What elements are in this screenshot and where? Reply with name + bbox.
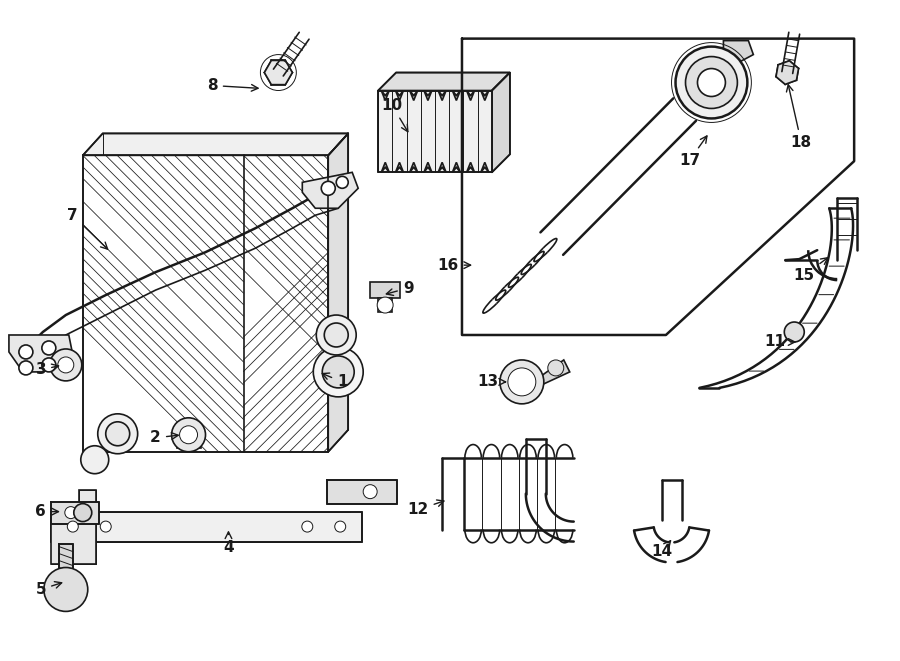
Text: 18: 18 — [787, 85, 812, 150]
Circle shape — [172, 418, 205, 451]
Polygon shape — [492, 73, 510, 173]
Bar — [83, 155, 328, 451]
Polygon shape — [466, 91, 474, 100]
Circle shape — [784, 322, 805, 342]
Text: 8: 8 — [207, 78, 258, 93]
Text: 11: 11 — [764, 334, 795, 350]
Circle shape — [44, 568, 88, 611]
Polygon shape — [302, 173, 358, 208]
Circle shape — [42, 341, 56, 355]
Polygon shape — [438, 163, 446, 173]
Circle shape — [686, 57, 737, 108]
Polygon shape — [328, 480, 397, 504]
Text: 5: 5 — [35, 582, 62, 597]
Text: 4: 4 — [223, 532, 234, 555]
Circle shape — [335, 521, 346, 532]
Circle shape — [58, 357, 74, 373]
Polygon shape — [481, 163, 489, 173]
Circle shape — [508, 368, 536, 396]
Polygon shape — [9, 335, 73, 372]
Polygon shape — [481, 91, 489, 100]
Polygon shape — [83, 134, 348, 155]
Circle shape — [676, 46, 747, 118]
Polygon shape — [453, 91, 461, 100]
Circle shape — [500, 360, 544, 404]
Polygon shape — [50, 512, 362, 541]
Polygon shape — [395, 163, 403, 173]
Polygon shape — [378, 73, 510, 91]
Circle shape — [42, 358, 56, 372]
Circle shape — [50, 349, 82, 381]
Circle shape — [105, 422, 130, 446]
Circle shape — [74, 504, 92, 522]
Polygon shape — [382, 163, 390, 173]
Circle shape — [364, 485, 377, 498]
Circle shape — [337, 176, 348, 188]
Polygon shape — [395, 91, 403, 100]
Text: 7: 7 — [68, 208, 108, 249]
Circle shape — [65, 506, 76, 519]
Circle shape — [81, 446, 109, 474]
Circle shape — [377, 297, 393, 313]
Text: 16: 16 — [437, 258, 471, 272]
Polygon shape — [265, 60, 292, 85]
Bar — [83, 155, 328, 451]
Circle shape — [324, 323, 348, 347]
Bar — [83, 155, 244, 451]
Text: 15: 15 — [794, 258, 828, 283]
Circle shape — [548, 360, 563, 376]
Polygon shape — [410, 163, 418, 173]
Polygon shape — [438, 91, 446, 100]
Circle shape — [68, 521, 78, 532]
Polygon shape — [724, 40, 753, 63]
Text: 6: 6 — [35, 504, 58, 519]
Polygon shape — [424, 91, 432, 100]
Circle shape — [19, 345, 33, 359]
Text: 13: 13 — [477, 374, 506, 389]
Circle shape — [180, 426, 197, 444]
Text: 17: 17 — [679, 136, 706, 168]
Text: 14: 14 — [651, 541, 672, 559]
Text: 2: 2 — [150, 430, 178, 446]
Polygon shape — [50, 490, 95, 564]
Polygon shape — [370, 282, 400, 298]
Circle shape — [19, 361, 33, 375]
Polygon shape — [410, 91, 418, 100]
Circle shape — [100, 521, 112, 532]
Circle shape — [302, 521, 313, 532]
Polygon shape — [378, 298, 392, 312]
Circle shape — [313, 347, 364, 397]
Circle shape — [316, 315, 356, 355]
Polygon shape — [50, 502, 99, 524]
Polygon shape — [424, 163, 432, 173]
Polygon shape — [378, 91, 492, 173]
Polygon shape — [176, 440, 201, 447]
Text: 12: 12 — [408, 500, 444, 517]
Polygon shape — [776, 61, 798, 85]
Text: 1: 1 — [322, 373, 347, 389]
Circle shape — [98, 414, 138, 453]
Polygon shape — [58, 543, 73, 590]
Polygon shape — [453, 163, 461, 173]
Polygon shape — [540, 360, 570, 384]
Text: 3: 3 — [35, 362, 58, 377]
Text: 9: 9 — [386, 280, 413, 295]
Circle shape — [698, 69, 725, 97]
Circle shape — [322, 356, 355, 388]
Polygon shape — [466, 163, 474, 173]
Polygon shape — [328, 134, 348, 451]
Text: 10: 10 — [382, 98, 408, 132]
Polygon shape — [382, 91, 390, 100]
Circle shape — [321, 181, 335, 195]
